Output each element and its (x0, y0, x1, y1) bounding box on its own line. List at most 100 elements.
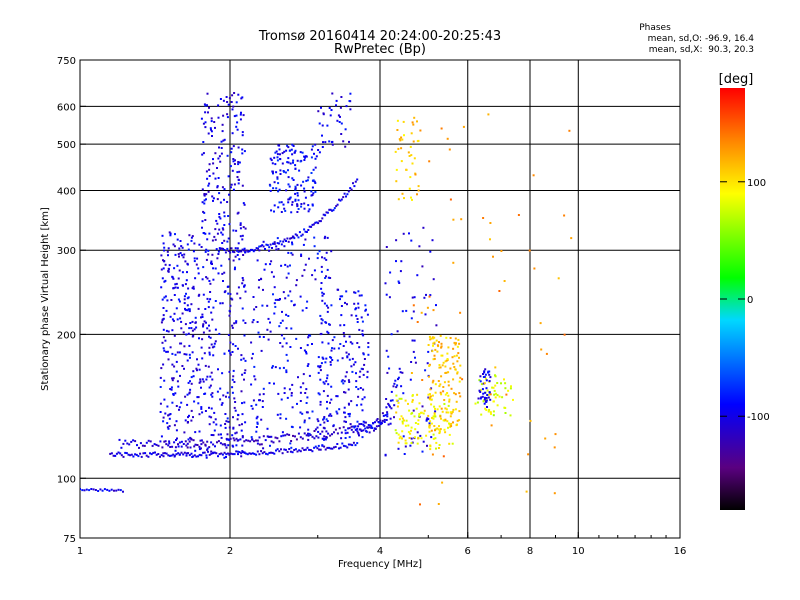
data-point (228, 453, 231, 456)
data-point (401, 437, 403, 440)
data-point (299, 450, 302, 453)
data-point (240, 452, 243, 455)
data-point (386, 371, 389, 374)
data-point (317, 110, 320, 113)
data-point (339, 343, 342, 345)
data-point (487, 410, 490, 413)
data-point (438, 366, 441, 369)
data-point (417, 139, 420, 142)
data-point (269, 444, 271, 447)
data-point (332, 209, 335, 212)
data-point (225, 395, 227, 398)
data-point (412, 304, 415, 307)
data-point (214, 300, 217, 302)
data-point (188, 414, 190, 417)
data-point (227, 250, 230, 252)
data-point (212, 197, 215, 200)
data-point (299, 411, 302, 414)
data-point (212, 306, 215, 309)
data-point (347, 427, 350, 430)
data-point (206, 277, 209, 280)
data-point (456, 372, 459, 375)
data-point (217, 116, 220, 119)
data-point (244, 369, 247, 372)
data-point (458, 380, 461, 383)
colorbar-tick-label: -100 (747, 412, 770, 423)
data-point (323, 438, 325, 441)
data-point (183, 451, 186, 454)
data-point (400, 397, 403, 400)
data-point (160, 435, 163, 438)
data-point (244, 290, 247, 293)
data-point (200, 316, 202, 319)
data-point (169, 234, 172, 237)
data-point (439, 383, 442, 386)
data-point (340, 380, 343, 383)
data-point (329, 434, 332, 437)
data-point (408, 409, 411, 412)
data-point (346, 431, 349, 434)
data-point (92, 488, 95, 491)
data-point (360, 430, 363, 432)
data-point (217, 433, 220, 436)
data-point (427, 396, 430, 399)
data-point (258, 443, 261, 446)
data-point (295, 279, 298, 282)
data-point (358, 328, 361, 331)
data-point (270, 159, 273, 162)
data-point (306, 179, 309, 182)
data-point (199, 439, 202, 442)
data-point (359, 387, 362, 389)
data-point (287, 169, 289, 172)
data-point (311, 410, 314, 413)
data-point (164, 295, 167, 298)
data-point (209, 336, 212, 339)
data-point (532, 174, 535, 177)
data-point (270, 271, 273, 274)
data-point (348, 358, 351, 361)
data-point (385, 246, 388, 248)
data-point (323, 416, 326, 418)
data-point (244, 251, 247, 254)
data-point (321, 437, 324, 440)
data-point (435, 339, 438, 342)
data-point (210, 407, 213, 410)
data-point (318, 122, 321, 125)
data-point (188, 308, 191, 311)
data-point (225, 96, 228, 98)
data-point (193, 260, 196, 263)
data-point (210, 450, 213, 453)
data-point (442, 361, 445, 364)
data-point (394, 379, 397, 382)
data-point (140, 455, 143, 458)
data-point (171, 445, 174, 448)
data-point (168, 425, 171, 428)
data-point (263, 451, 266, 454)
data-point (271, 170, 274, 173)
data-point (252, 296, 255, 298)
data-point (202, 323, 205, 326)
data-point (338, 408, 341, 411)
data-point (294, 435, 296, 438)
phases-legend-x: mean, sd,X: 90.3, 20.3 (649, 45, 754, 55)
data-point (226, 433, 229, 436)
data-point (340, 314, 343, 317)
data-point (449, 198, 452, 201)
data-point (130, 453, 133, 456)
data-point (257, 331, 260, 334)
data-point (328, 208, 331, 211)
grid-lines (80, 60, 680, 538)
data-point (321, 217, 324, 220)
data-point (280, 264, 283, 267)
data-point (223, 352, 226, 355)
data-point (204, 308, 207, 310)
data-point (329, 361, 332, 363)
data-point (271, 451, 274, 454)
data-point (307, 176, 310, 179)
data-point (434, 410, 437, 413)
data-point (198, 453, 201, 456)
data-point (163, 379, 166, 382)
data-point (289, 264, 291, 267)
data-point (401, 310, 404, 313)
data-point (213, 429, 216, 432)
